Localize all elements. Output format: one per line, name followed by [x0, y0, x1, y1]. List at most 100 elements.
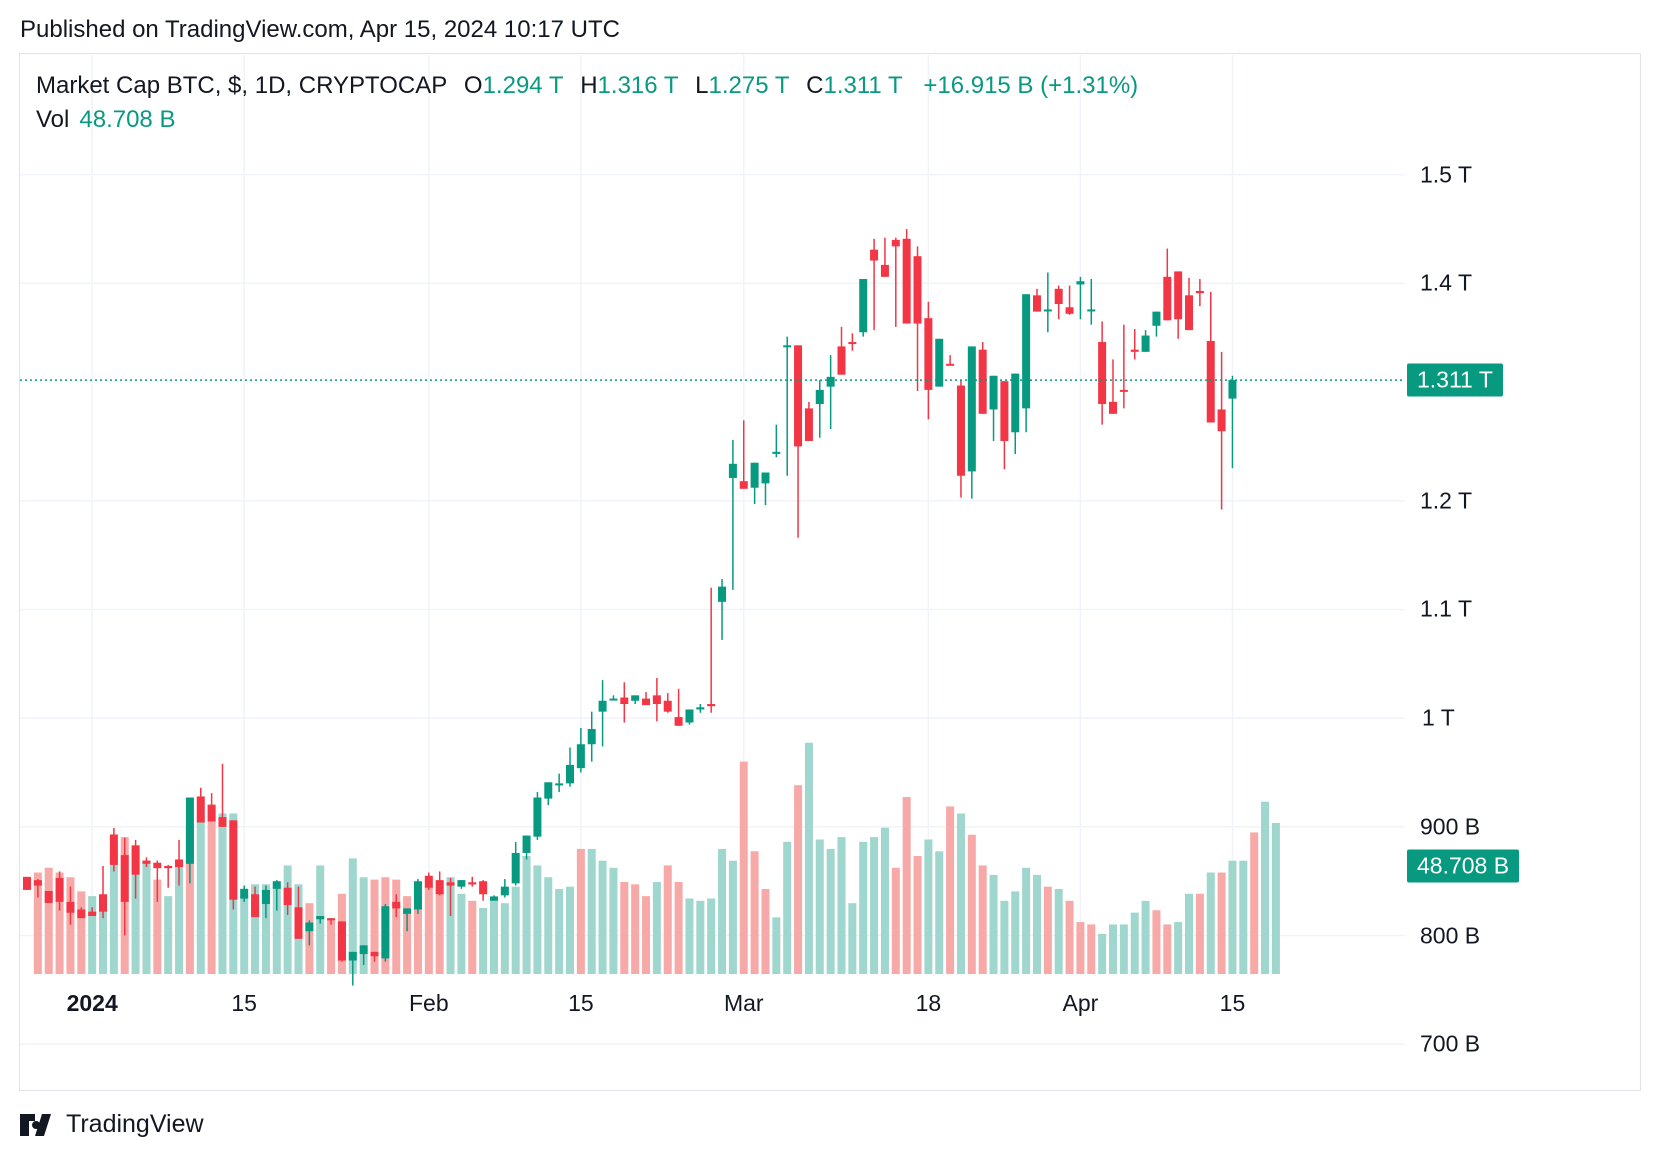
candle-body	[305, 922, 314, 932]
time-tick-label: Mar	[723, 990, 764, 1016]
candle-body	[1119, 389, 1128, 392]
candle-body	[685, 709, 694, 723]
volume-bar	[750, 851, 759, 974]
candle-body	[1217, 409, 1226, 432]
volume-bar	[642, 896, 651, 974]
candle-body	[175, 859, 184, 868]
volume-bar	[489, 900, 498, 974]
candle	[1195, 279, 1204, 307]
volume-bar	[815, 839, 824, 974]
candle	[837, 326, 846, 375]
candle	[305, 920, 314, 946]
volume-bar	[55, 872, 64, 974]
candle	[989, 375, 998, 441]
candle-body	[1152, 311, 1161, 326]
candle-body	[142, 860, 151, 864]
volume-bar	[1054, 889, 1063, 974]
candle-body	[251, 894, 260, 918]
candle	[652, 677, 661, 722]
candle	[1098, 321, 1107, 425]
candle-body	[837, 346, 846, 375]
candle	[815, 380, 824, 438]
candle	[967, 346, 976, 499]
volume-bar	[696, 900, 705, 974]
candle	[848, 333, 857, 351]
volume-bar	[457, 893, 466, 974]
candle	[609, 695, 618, 701]
volume-bar	[66, 877, 75, 974]
chart-frame[interactable]	[19, 53, 1641, 1091]
candle	[718, 579, 727, 640]
volume-bar	[544, 877, 553, 974]
volume-bar	[392, 879, 401, 974]
candle-body	[555, 783, 564, 786]
candle	[522, 835, 531, 860]
close-value: 1.311 T	[823, 72, 903, 99]
tradingview-logo[interactable]: TradingView	[20, 1110, 204, 1139]
candle	[392, 894, 401, 918]
candle-body	[1109, 401, 1117, 414]
candle-body	[55, 877, 64, 902]
volume-bar	[522, 856, 531, 974]
time-tick-label: 15	[231, 990, 257, 1016]
candle-body	[479, 881, 488, 895]
candle	[620, 682, 629, 723]
volume-bar	[413, 893, 422, 974]
candle-body	[859, 279, 868, 333]
volume-bar	[1011, 891, 1020, 974]
volume-bar	[1163, 924, 1172, 974]
volume-bar	[609, 867, 618, 974]
volume-bar	[1098, 933, 1107, 974]
volume-bar	[424, 886, 433, 974]
candle	[316, 915, 325, 924]
candle	[403, 908, 412, 932]
volume-bar	[435, 889, 444, 974]
volume-bar	[261, 884, 270, 974]
candle-body	[316, 915, 325, 920]
volume-bar	[88, 896, 97, 974]
candle	[1228, 375, 1237, 469]
volume-legend: Vol 48.708 B	[36, 106, 175, 134]
volume-bar	[283, 865, 292, 974]
candle-body	[240, 888, 249, 899]
volume-bar	[500, 903, 509, 974]
candle-body	[218, 817, 227, 827]
candle-body	[33, 880, 42, 886]
volume-bar	[33, 872, 42, 974]
candle-body	[511, 852, 520, 884]
candle	[272, 880, 281, 911]
candle-body	[1163, 276, 1172, 321]
volume-bar	[1239, 860, 1248, 974]
price-tick-label: 900 B	[1420, 813, 1481, 840]
candle	[359, 945, 368, 965]
candle-body	[870, 249, 879, 261]
candle	[1032, 288, 1041, 312]
last-volume-badge: 48.708 B	[1407, 849, 1520, 883]
volume-bar	[533, 865, 542, 974]
volume-bar	[989, 874, 998, 974]
volume-bar	[511, 886, 520, 974]
volume-bar	[99, 900, 108, 974]
candle-body	[1228, 380, 1237, 399]
candle-body	[707, 704, 716, 707]
candle-body	[1065, 307, 1074, 314]
candle	[1054, 285, 1063, 320]
candle	[131, 839, 140, 899]
volume-bar	[1152, 910, 1161, 974]
candle	[739, 420, 748, 489]
candle-body	[44, 890, 53, 903]
candle	[902, 229, 911, 324]
candle-body	[826, 376, 835, 387]
volume-value: 48.708 B	[79, 106, 176, 133]
candle-body	[1098, 342, 1107, 405]
candle	[674, 688, 683, 726]
candle-body	[359, 945, 368, 955]
volume-bar	[1065, 900, 1074, 974]
candle	[120, 837, 129, 936]
candle-body	[66, 901, 75, 913]
volume-bar	[359, 877, 368, 974]
candle-body	[446, 882, 455, 886]
price-tick-label: 1.4 T	[1420, 269, 1472, 296]
candle-body	[598, 700, 607, 712]
